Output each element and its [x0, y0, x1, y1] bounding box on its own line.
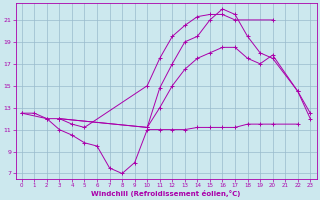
X-axis label: Windchill (Refroidissement éolien,°C): Windchill (Refroidissement éolien,°C)	[91, 190, 241, 197]
